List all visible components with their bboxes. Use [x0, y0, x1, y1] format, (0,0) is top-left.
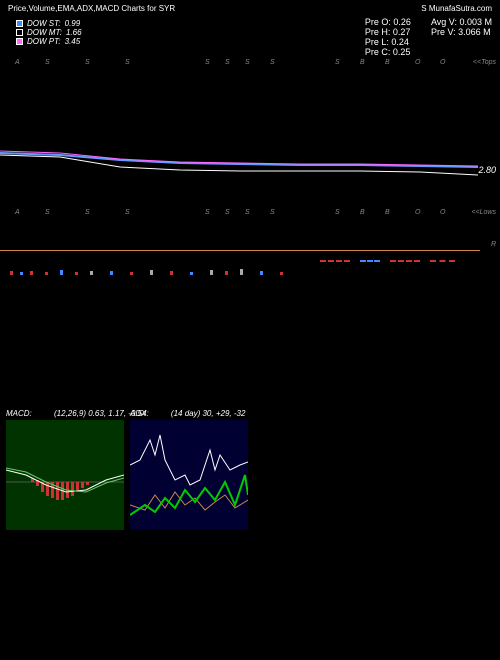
- dash-segment: [390, 260, 420, 262]
- timeline-tick: A: [15, 59, 20, 66]
- prev-high: 0.27: [393, 27, 411, 37]
- timeline-tick: S: [225, 59, 230, 66]
- timeline-tick: S: [125, 59, 130, 66]
- adx-params: (14 day) 30, +29, -32: [171, 409, 246, 418]
- volume-bar: [20, 272, 23, 275]
- price-chart: 2.80: [0, 75, 500, 205]
- volume-bar: [130, 272, 133, 275]
- timeline-tick: S: [45, 209, 50, 216]
- dow-st-label: DOW ST:: [27, 19, 61, 28]
- timeline-tick: O: [415, 209, 420, 216]
- blue-marker-icon: [16, 20, 23, 27]
- volume-chart: R: [0, 225, 500, 275]
- volume-bar: [225, 271, 228, 275]
- dow-st-value: 0.99: [65, 19, 81, 28]
- timeline-tick: S: [45, 59, 50, 66]
- timeline-tick: O: [415, 59, 420, 66]
- dow-mt-label: DOW MT:: [27, 28, 62, 37]
- timeline-tick: S: [335, 59, 340, 66]
- dash-segment: [360, 260, 380, 262]
- tops-label: <<Tops: [473, 59, 496, 66]
- chart-title: Price,Volume,EMA,ADX,MACD Charts for SYR: [8, 4, 421, 13]
- rsi-chart: [0, 279, 500, 399]
- timeline-tick: S: [245, 59, 250, 66]
- volume-bar: [45, 272, 48, 275]
- source-label: S MunafaSutra.com: [421, 4, 492, 13]
- adx-title: ADX:: [130, 409, 149, 418]
- timeline-tops: <<Tops A S S S S S S S S B B O O: [0, 59, 500, 71]
- prev-low: 0.24: [391, 37, 409, 47]
- volume-bar: [30, 271, 33, 275]
- timeline-tick: O: [440, 209, 445, 216]
- volume-bar: [110, 271, 113, 275]
- volume-bar: [75, 272, 78, 275]
- timeline-tick: S: [85, 59, 90, 66]
- avg-volume: 0.003 M: [459, 17, 492, 27]
- lows-label: <<Lows: [471, 209, 496, 216]
- timeline-tick: S: [125, 209, 130, 216]
- timeline-tick: S: [205, 59, 210, 66]
- prev-open: 0.26: [393, 17, 411, 27]
- prev-volume: 3.066 M: [458, 27, 491, 37]
- volume-bar: [280, 272, 283, 275]
- magenta-marker-icon: [16, 38, 23, 45]
- adx-panel: ADX: (14 day) 30, +29, -32: [130, 409, 248, 530]
- dow-pt-label: DOW PT:: [27, 37, 61, 46]
- timeline-tick: S: [205, 209, 210, 216]
- timeline-tick: O: [440, 59, 445, 66]
- timeline-tick: B: [385, 209, 390, 216]
- timeline-tick: S: [270, 59, 275, 66]
- timeline-tick: B: [360, 59, 365, 66]
- volume-bar: [10, 271, 13, 275]
- timeline-tick: S: [245, 209, 250, 216]
- current-price-label: 2.80: [478, 165, 496, 175]
- macd-panel: MACD: (12,26,9) 0.63, 1.17, -0.54: [6, 409, 124, 530]
- timeline-tick: S: [270, 209, 275, 216]
- timeline-tick: B: [385, 59, 390, 66]
- dow-pt-value: 3.45: [65, 37, 81, 46]
- chart-header: Price,Volume,EMA,ADX,MACD Charts for SYR…: [0, 0, 500, 17]
- volume-bar: [150, 270, 153, 275]
- volume-bar: [210, 270, 213, 275]
- volume-bar: [240, 269, 243, 275]
- dow-stats: DOW ST: 0.99 DOW MT: 1.66 DOW PT: 3.45: [8, 17, 90, 57]
- timeline-tick: A: [15, 209, 20, 216]
- bottom-panels: MACD: (12,26,9) 0.63, 1.17, -0.54 ADX: (…: [0, 409, 500, 530]
- timeline-tick: S: [225, 209, 230, 216]
- timeline-tick: S: [85, 209, 90, 216]
- timeline-tick: S: [335, 209, 340, 216]
- white-marker-icon: [16, 29, 23, 36]
- dow-mt-value: 1.66: [66, 28, 82, 37]
- dash-segment: [320, 260, 350, 262]
- volume-bar: [90, 271, 93, 275]
- macd-title: MACD:: [6, 409, 32, 418]
- volume-bar: [260, 271, 263, 275]
- price-stats: Pre O: 0.26 Pre H: 0.27 Pre L: 0.24 Pre …: [90, 17, 492, 57]
- r-label: R: [491, 241, 496, 248]
- timeline-tick: B: [360, 209, 365, 216]
- volume-bar: [190, 272, 193, 275]
- volume-bar: [60, 270, 63, 275]
- prev-close: 0.25: [393, 47, 411, 57]
- volume-bar: [170, 271, 173, 275]
- dash-segment: [430, 260, 455, 262]
- timeline-lows: <<Lows A S S S S S S S S B B O O: [0, 209, 500, 221]
